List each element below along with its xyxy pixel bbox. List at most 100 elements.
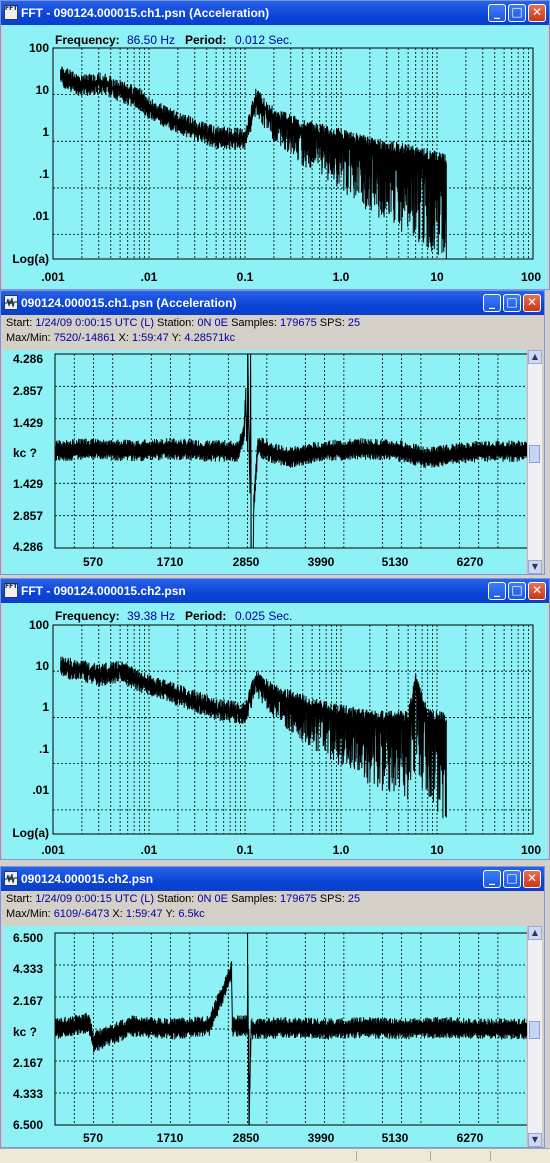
close-button[interactable]: ✕: [528, 582, 546, 600]
title-bar[interactable]: 090124.000015.ch1.psn (Acceleration) _ □ ✕: [1, 291, 544, 315]
maxmin-label: Max/Min:: [6, 908, 51, 920]
frequency-label: Frequency:: [55, 609, 120, 623]
waveform-chart-ch1[interactable]: 4.286 2.857 1.429 kc ? 1.429 2.857 4.286…: [3, 350, 528, 574]
x-tick-label: 0.1: [237, 270, 254, 284]
frequency-value: 86.50 Hz: [127, 33, 175, 47]
status-divider: [490, 1151, 491, 1161]
y-value: 6.5kc: [178, 908, 205, 920]
maximize-button[interactable]: □: [508, 582, 526, 600]
y-label: Y:: [171, 332, 182, 344]
fft-plot-area[interactable]: Frequency: 86.50 Hz Period: 0.012 Sec. 1…: [3, 25, 547, 289]
samples-label: Samples:: [231, 317, 277, 329]
y-tick-label: 100: [29, 618, 49, 632]
window-title: 090124.000015.ch2.psn: [21, 872, 154, 886]
plot-frame: [52, 624, 534, 835]
frequency-value: 39.38 Hz: [127, 609, 175, 623]
start-value: 1/24/09 0:00:15 UTC (L): [35, 317, 154, 329]
fft-icon[interactable]: FFT: [4, 5, 18, 20]
x-tick-label: 10: [430, 843, 444, 857]
vertical-scrollbar[interactable]: ▲ ▼: [527, 926, 542, 1147]
samples-label: Samples:: [231, 893, 277, 905]
waveform-plot-area[interactable]: 4.286 2.857 1.429 kc ? 1.429 2.857 4.286…: [3, 350, 528, 574]
minimize-button[interactable]: _: [488, 582, 506, 600]
y-tick-label: .01: [32, 209, 49, 223]
maximize-button[interactable]: □: [508, 4, 526, 22]
fft-icon[interactable]: FFT: [4, 583, 18, 598]
waveform-window-ch2: 090124.000015.ch2.psn _ □ ✕ Start: 1/24/09…: [0, 866, 545, 1148]
fft-plot-area[interactable]: Frequency: 39.38 Hz Period: 0.025 Sec. 1…: [3, 603, 547, 859]
close-button[interactable]: ✕: [523, 294, 541, 312]
title-bar[interactable]: FFT FFT - 090124.000015.ch1.psn (Acceler…: [1, 1, 549, 25]
y-tick-label: 2.167: [13, 994, 43, 1008]
close-button[interactable]: ✕: [523, 870, 541, 888]
x-tick-label: 2850: [233, 555, 260, 569]
scroll-down-button[interactable]: ▼: [528, 560, 542, 574]
scroll-thumb[interactable]: [529, 1021, 540, 1039]
y-axis-label: kc ?: [13, 1025, 37, 1039]
y-tick-label: 2.167: [13, 1056, 43, 1070]
x-value: 1:59:47: [132, 332, 169, 344]
sps-label: SPS:: [319, 317, 345, 329]
x-tick-label: 3990: [308, 1131, 335, 1145]
scroll-thumb[interactable]: [529, 445, 540, 463]
x-tick-label: 6270: [457, 1131, 484, 1145]
y-tick-label: .1: [39, 742, 49, 756]
scroll-down-button[interactable]: ▼: [528, 1133, 542, 1147]
x-tick-label: .01: [141, 270, 158, 284]
sps-label: SPS:: [319, 893, 345, 905]
y-tick-label: 1.429: [13, 416, 43, 430]
scroll-up-button[interactable]: ▲: [528, 350, 542, 364]
sps-value: 25: [347, 317, 361, 329]
period-label: Period:: [185, 33, 226, 47]
waveform-chart-ch2[interactable]: 6.500 4.333 2.167 kc ? 2.167 4.333 6.500…: [3, 926, 528, 1147]
x-tick-label: 5130: [382, 555, 409, 569]
waveform-icon[interactable]: [4, 871, 18, 886]
fft-chart-ch2[interactable]: Frequency: 39.38 Hz Period: 0.025 Sec. 1…: [3, 603, 549, 859]
plot-frame: [52, 47, 534, 260]
sps-value: 25: [347, 893, 361, 905]
period-value: 0.012 Sec.: [235, 33, 292, 47]
x-tick-label: 0.1: [237, 843, 254, 857]
maximize-button[interactable]: □: [503, 294, 521, 312]
x-tick-label: 1.0: [333, 270, 350, 284]
samples-value: 179675: [279, 893, 317, 905]
frequency-label: Frequency:: [55, 33, 120, 47]
fft-chart-ch1[interactable]: Frequency: 86.50 Hz Period: 0.012 Sec. 1…: [3, 25, 549, 289]
station-value: 0N 0E: [197, 317, 228, 329]
minimize-button[interactable]: _: [488, 4, 506, 22]
x-tick-label: 3990: [308, 555, 335, 569]
y-tick-label: .1: [39, 167, 49, 181]
y-grid: [53, 94, 533, 236]
waveform-trace: [54, 353, 528, 549]
status-divider: [430, 1151, 431, 1161]
scroll-up-button[interactable]: ▲: [528, 926, 542, 940]
start-label: Start:: [6, 317, 33, 329]
period-value: 0.025 Sec.: [235, 609, 292, 623]
x-tick-label: 6270: [457, 555, 484, 569]
x-tick-label: 1710: [157, 555, 184, 569]
waveform-window-ch1: 090124.000015.ch1.psn (Acceleration) _ □ ✕…: [0, 290, 545, 575]
station-label: Station:: [157, 893, 195, 905]
fft-window-ch1: FFT FFT - 090124.000015.ch1.psn (Acceler…: [0, 0, 550, 290]
minimize-button[interactable]: _: [483, 870, 501, 888]
waveform-plot-area[interactable]: 6.500 4.333 2.167 kc ? 2.167 4.333 6.500…: [3, 926, 528, 1147]
y-label: Y:: [165, 908, 176, 920]
y-axis-label: Log(a): [12, 826, 49, 840]
x-tick-label: 570: [83, 1131, 103, 1145]
x-label: X:: [118, 332, 129, 344]
maximize-button[interactable]: □: [503, 870, 521, 888]
title-bar[interactable]: FFT FFT - 090124.000015.ch2.psn _ □ ✕: [1, 579, 549, 603]
close-button[interactable]: ✕: [528, 4, 546, 22]
minimize-button[interactable]: _: [483, 294, 501, 312]
x-tick-label: 100: [521, 843, 541, 857]
y-tick-label: 4.286: [13, 540, 43, 554]
y-axis-label: Log(a): [12, 252, 49, 266]
x-tick-label: 10: [430, 270, 444, 284]
title-bar[interactable]: 090124.000015.ch2.psn _ □ ✕: [1, 867, 544, 891]
fft-window-ch2: FFT FFT - 090124.000015.ch2.psn _ □ ✕ Freq…: [0, 578, 550, 860]
vertical-scrollbar[interactable]: ▲ ▼: [527, 350, 542, 574]
y-tick-label: 1: [42, 700, 49, 714]
status-divider: [356, 1151, 357, 1161]
period-label: Period:: [185, 609, 226, 623]
waveform-icon[interactable]: [4, 295, 18, 310]
